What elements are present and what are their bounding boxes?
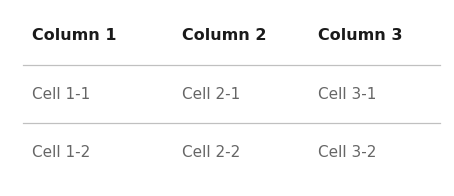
Text: Cell 2-1: Cell 2-1 — [182, 87, 240, 102]
Text: Column 1: Column 1 — [32, 28, 116, 43]
Text: Cell 3-2: Cell 3-2 — [318, 145, 376, 160]
Text: Cell 2-2: Cell 2-2 — [182, 145, 240, 160]
Text: Cell 1-1: Cell 1-1 — [32, 87, 90, 102]
Text: Column 2: Column 2 — [182, 28, 266, 43]
Text: Cell 3-1: Cell 3-1 — [318, 87, 376, 102]
Text: Cell 1-2: Cell 1-2 — [32, 145, 90, 160]
Text: Column 3: Column 3 — [318, 28, 402, 43]
